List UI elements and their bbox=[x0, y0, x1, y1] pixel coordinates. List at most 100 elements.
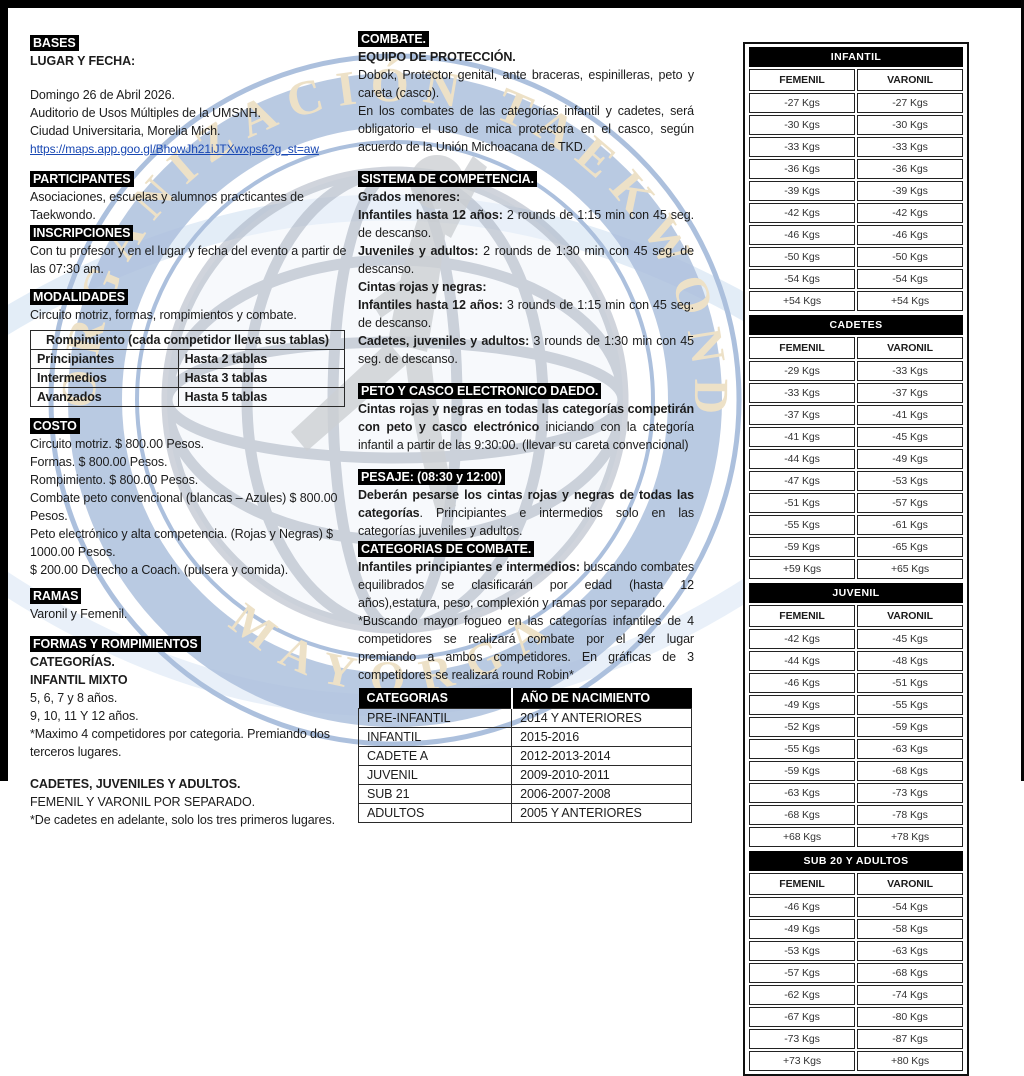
table-cell: -33 Kgs bbox=[749, 383, 855, 403]
table-cell: -44 Kgs bbox=[749, 449, 855, 469]
weight-col-femenil: FEMENIL bbox=[749, 69, 855, 91]
rompimiento-table: Rompimiento (cada competidor lleva sus t… bbox=[30, 330, 346, 407]
section-label-peto-casco: PETO Y CASCO ELECTRONICO DAEDO. bbox=[358, 383, 602, 399]
section-label-pesaje: PESAJE: (08:30 y 12:00) bbox=[358, 469, 505, 485]
fogueo-note: *Buscando mayor fogueo en las categorías… bbox=[358, 614, 694, 682]
modalidades-text: Circuito motriz, formas, rompimientos y … bbox=[30, 308, 297, 322]
section-label-costo: COSTO bbox=[30, 418, 80, 434]
table-cell: -54 Kgs bbox=[857, 897, 963, 917]
table-row: -53 Kgs -63 Kgs bbox=[749, 941, 963, 961]
weight-table-cadetes: CADETES FEMENIL VARONIL -29 Kgs -33 Kgs -3… bbox=[747, 313, 965, 581]
table-cell: -61 Kgs bbox=[857, 515, 963, 535]
table-cell: -50 Kgs bbox=[857, 247, 963, 267]
table-cell: -45 Kgs bbox=[857, 427, 963, 447]
table-cell: -42 Kgs bbox=[749, 203, 855, 223]
event-city: Ciudad Universitaria, Morelia Mich. bbox=[30, 124, 221, 138]
table-cell: -47 Kgs bbox=[749, 471, 855, 491]
rule-cadetes-juveniles-adultos: Cadetes, juveniles y adultos: 3 rounds d… bbox=[358, 334, 694, 366]
table-row: -33 Kgs -37 Kgs bbox=[749, 383, 963, 403]
table-cell: -54 Kgs bbox=[857, 269, 963, 289]
table-cell: -57 Kgs bbox=[749, 963, 855, 983]
text-line: Combate peto convencional (blancas – Azu… bbox=[30, 491, 338, 523]
table-cell: -58 Kgs bbox=[857, 919, 963, 939]
table-row: SUB 21 2006-2007-2008 bbox=[357, 784, 692, 804]
table-row: -51 Kgs -57 Kgs bbox=[749, 493, 963, 513]
table-cell: +68 Kgs bbox=[749, 827, 855, 847]
participantes-text: Asociaciones, escuelas y alumnos practic… bbox=[30, 190, 304, 222]
rompimiento-table-header: Rompimiento (cada competidor lleva sus t… bbox=[30, 330, 345, 350]
table-cell: -29 Kgs bbox=[749, 361, 855, 381]
table-row: -50 Kgs -50 Kgs bbox=[749, 247, 963, 267]
infantil-ages-1: 5, 6, 7 y 8 años. bbox=[30, 691, 118, 705]
table-row: JUVENIL 2009-2010-2011 bbox=[357, 765, 692, 785]
table-cell: -44 Kgs bbox=[749, 651, 855, 671]
cintas-rojas-negras-heading: Cintas rojas y negras: bbox=[358, 280, 487, 294]
text-line: Circuito motriz. $ 800.00 Pesos. bbox=[30, 437, 204, 451]
table-cell: Intermedios bbox=[30, 368, 179, 388]
equipo-proteccion-heading: EQUIPO DE PROTECCIÓN. bbox=[358, 50, 516, 64]
table-cell: -42 Kgs bbox=[749, 629, 855, 649]
lugar-y-fecha-heading: LUGAR Y FECHA: bbox=[30, 54, 136, 68]
weight-col-varonil: VARONIL bbox=[857, 337, 963, 359]
table-cell: -55 Kgs bbox=[749, 515, 855, 535]
table-row: -46 Kgs -54 Kgs bbox=[749, 897, 963, 917]
table-cell: -68 Kgs bbox=[857, 963, 963, 983]
section-label-sistema: SISTEMA DE COMPETENCIA. bbox=[358, 171, 537, 187]
table-row: -36 Kgs -36 Kgs bbox=[749, 159, 963, 179]
weight-table-sub20-adultos: SUB 20 Y ADULTOS FEMENIL VARONIL -46 Kgs… bbox=[747, 849, 965, 1073]
table-cell: -27 Kgs bbox=[857, 93, 963, 113]
birth-table-col-categorias: CATEGORIAS bbox=[358, 688, 513, 709]
table-row: -55 Kgs -63 Kgs bbox=[749, 739, 963, 759]
table-row: -44 Kgs -48 Kgs bbox=[749, 651, 963, 671]
table-cell: 2012-2013-2014 bbox=[511, 746, 692, 766]
table-cell: -57 Kgs bbox=[857, 493, 963, 513]
text-line: Formas. $ 800.00 Pesos. bbox=[30, 455, 168, 469]
table-cell: PRE-INFANTIL bbox=[357, 708, 513, 728]
table-row: -29 Kgs -33 Kgs bbox=[749, 361, 963, 381]
table-row: -47 Kgs -53 Kgs bbox=[749, 471, 963, 491]
birth-year-table: CATEGORIAS AÑO DE NACIMIENTO PRE-INFANTI… bbox=[357, 688, 692, 823]
table-cell: +54 Kgs bbox=[749, 291, 855, 311]
table-row: Avanzados Hasta 5 tablas bbox=[30, 387, 346, 407]
table-cell: -73 Kgs bbox=[857, 783, 963, 803]
table-cell: -37 Kgs bbox=[857, 383, 963, 403]
maps-link[interactable]: https://maps.app.goo.gl/BhowJh21iJTXwxps… bbox=[30, 142, 319, 156]
table-cell: -87 Kgs bbox=[857, 1029, 963, 1049]
inscripciones-text: Con tu profesor y en el lugar y fecha de… bbox=[30, 244, 347, 276]
table-cell: -59 Kgs bbox=[749, 537, 855, 557]
text-line: Peto electrónico y alta competencia. (Ro… bbox=[30, 527, 333, 559]
weight-tables-container: INFANTIL FEMENIL VARONIL -27 Kgs -27 Kgs -… bbox=[743, 42, 969, 1076]
table-row: +73 Kgs +80 Kgs bbox=[749, 1051, 963, 1071]
table-row: +68 Kgs +78 Kgs bbox=[749, 827, 963, 847]
table-cell: -41 Kgs bbox=[857, 405, 963, 425]
text-line: Rompimiento. $ 800.00 Pesos. bbox=[30, 473, 199, 487]
column-middle: COMBATE. EQUIPO DE PROTECCIÓN. Dobok, Pr… bbox=[357, 30, 694, 823]
table-cell: INFANTIL bbox=[357, 727, 513, 747]
table-cell: -67 Kgs bbox=[749, 1007, 855, 1027]
weight-table-infantil: INFANTIL FEMENIL VARONIL -27 Kgs -27 Kgs -… bbox=[747, 45, 965, 313]
table-cell: -52 Kgs bbox=[749, 717, 855, 737]
table-cell: Hasta 5 tablas bbox=[177, 387, 346, 407]
table-row: Principiantes Hasta 2 tablas bbox=[30, 349, 346, 369]
table-cell: 2015-2016 bbox=[511, 727, 692, 747]
table-cell: +54 Kgs bbox=[857, 291, 963, 311]
table-row: -42 Kgs -42 Kgs bbox=[749, 203, 963, 223]
weight-section-title: INFANTIL bbox=[749, 47, 963, 67]
table-cell: -36 Kgs bbox=[857, 159, 963, 179]
table-row: -67 Kgs -80 Kgs bbox=[749, 1007, 963, 1027]
table-cell: -55 Kgs bbox=[857, 695, 963, 715]
table-row: -33 Kgs -33 Kgs bbox=[749, 137, 963, 157]
text-line: $ 200.00 Derecho a Coach. (pulsera y com… bbox=[30, 563, 289, 577]
table-row: -57 Kgs -68 Kgs bbox=[749, 963, 963, 983]
table-cell: -65 Kgs bbox=[857, 537, 963, 557]
infantil-ages-2: 9, 10, 11 Y 12 años. bbox=[30, 709, 139, 723]
section-label-inscripciones: INSCRIPCIONES bbox=[30, 225, 134, 241]
table-cell: -37 Kgs bbox=[749, 405, 855, 425]
event-date: Domingo 26 de Abril 2026. bbox=[30, 88, 175, 102]
peto-casco-text: Cintas rojas y negras en todas las categ… bbox=[358, 402, 694, 452]
table-row: -59 Kgs -65 Kgs bbox=[749, 537, 963, 557]
ramas-text: Varonil y Femenil. bbox=[30, 607, 128, 621]
table-row: -46 Kgs -46 Kgs bbox=[749, 225, 963, 245]
table-row: Intermedios Hasta 3 tablas bbox=[30, 368, 346, 388]
